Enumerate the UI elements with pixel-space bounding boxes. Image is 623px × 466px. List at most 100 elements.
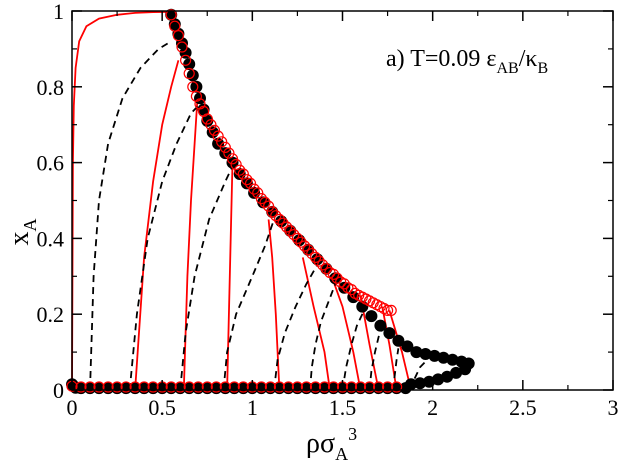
- black-point-43: [450, 366, 463, 379]
- black-point-37: [428, 349, 441, 362]
- red-point-81: [237, 381, 249, 393]
- black-point-7: [190, 80, 203, 93]
- red-point-90: [318, 381, 331, 393]
- red-point-67: [111, 381, 123, 393]
- black-point-44: [441, 370, 454, 383]
- x-tick-label: 0: [67, 395, 78, 420]
- red-point-23: [248, 183, 260, 195]
- red-point-17: [226, 153, 239, 165]
- red-point-31: [277, 217, 289, 229]
- red-point-76: [192, 381, 204, 393]
- x-tick-label: 2: [427, 395, 438, 420]
- y-tick-label: 0.8: [37, 75, 65, 100]
- red-point-30: [273, 213, 285, 225]
- red-point-88: [300, 381, 312, 393]
- y-tick-label: 1: [53, 0, 64, 24]
- red-point-87: [291, 381, 303, 393]
- plot-area: [66, 8, 475, 395]
- dashed-line-11: [128, 101, 203, 391]
- red-point-80: [228, 381, 240, 393]
- y-tick-label: 0.4: [37, 226, 65, 251]
- red-point-16: [223, 147, 235, 159]
- red-point-83: [255, 381, 267, 393]
- red-point-42: [317, 259, 329, 271]
- red-point-50: [345, 284, 358, 296]
- red-point-27: [263, 200, 275, 212]
- red-point-36: [295, 236, 307, 248]
- black-point-36: [419, 348, 432, 360]
- red-point-33: [284, 225, 296, 237]
- red-point-89: [309, 381, 322, 393]
- red-point-74: [174, 381, 186, 393]
- solid-line-6: [330, 275, 362, 391]
- red-point-95: [363, 381, 376, 393]
- red-point-97: [382, 381, 394, 393]
- red-point-8: [194, 98, 206, 110]
- black-point-0: [165, 8, 178, 21]
- red-point-39: [306, 248, 318, 260]
- solid-line-5: [301, 257, 331, 391]
- red-point-15: [219, 141, 231, 153]
- red-point-25: [255, 193, 267, 205]
- red-point-45: [327, 268, 340, 280]
- red-point-68: [120, 381, 132, 393]
- temperature-annotation: a) T=0.09 εAB/κB: [386, 46, 548, 77]
- red-point-48: [338, 278, 350, 290]
- red-point-32: [281, 221, 293, 233]
- red-point-65: [93, 381, 105, 393]
- black-point-39: [446, 353, 459, 366]
- red-point-79: [219, 381, 231, 393]
- red-point-75: [183, 381, 195, 393]
- red-point-22: [244, 177, 257, 189]
- red-point-24: [252, 187, 264, 199]
- red-point-29: [270, 210, 282, 222]
- y-tick-label: 0.6: [37, 151, 65, 176]
- dashed-line-16: [341, 310, 365, 391]
- red-point-43: [320, 263, 332, 275]
- red-point-26: [259, 196, 271, 208]
- red-point-21: [241, 174, 253, 186]
- black-point-45: [432, 373, 445, 386]
- dashed-line-15: [309, 283, 337, 391]
- red-point-28: [266, 206, 278, 218]
- red-point-1: [169, 20, 181, 32]
- red-point-41: [313, 255, 325, 267]
- red-point-86: [282, 381, 294, 393]
- black-point-1: [168, 18, 181, 31]
- solid-line-0: [71, 10, 172, 391]
- x-tick-label: 1: [247, 395, 258, 420]
- black-point-22: [293, 234, 306, 247]
- red-point-64: [84, 381, 96, 393]
- red-point-11: [205, 119, 217, 131]
- dashed-line-10: [89, 40, 172, 391]
- axis-ticks: 0 0.5 1 1.5 2 2.5 3 0 0.2 0.4 0.6 0.8 1: [37, 0, 619, 420]
- red-point-0: [165, 9, 177, 21]
- red-point-93: [345, 381, 358, 393]
- red-point-35: [291, 232, 303, 244]
- red-point-37: [299, 240, 311, 252]
- x-tick-label: 2.5: [509, 395, 537, 420]
- red-point-77: [201, 381, 213, 393]
- black-point-35: [410, 346, 423, 359]
- black-point-32: [383, 327, 396, 340]
- solid-line-3: [226, 162, 234, 391]
- black-point-9: [197, 103, 210, 116]
- red-point-60: [382, 304, 394, 316]
- solid-line-9: [388, 310, 412, 391]
- red-point-13: [212, 130, 224, 142]
- x-tick-label: 3: [608, 395, 619, 420]
- dashed-line-17: [368, 325, 385, 391]
- black-point-30: [365, 310, 378, 323]
- red-point-46: [331, 272, 343, 284]
- red-point-5: [183, 67, 195, 80]
- red-point-34: [288, 229, 300, 241]
- y-tick-label: 0: [53, 378, 64, 403]
- black-point-38: [437, 351, 450, 364]
- black-point-33: [392, 334, 405, 347]
- red-point-84: [264, 381, 276, 393]
- black-point-34: [401, 340, 414, 353]
- red-point-61: [385, 304, 397, 316]
- red-point-40: [309, 251, 322, 263]
- red-point-96: [373, 381, 385, 393]
